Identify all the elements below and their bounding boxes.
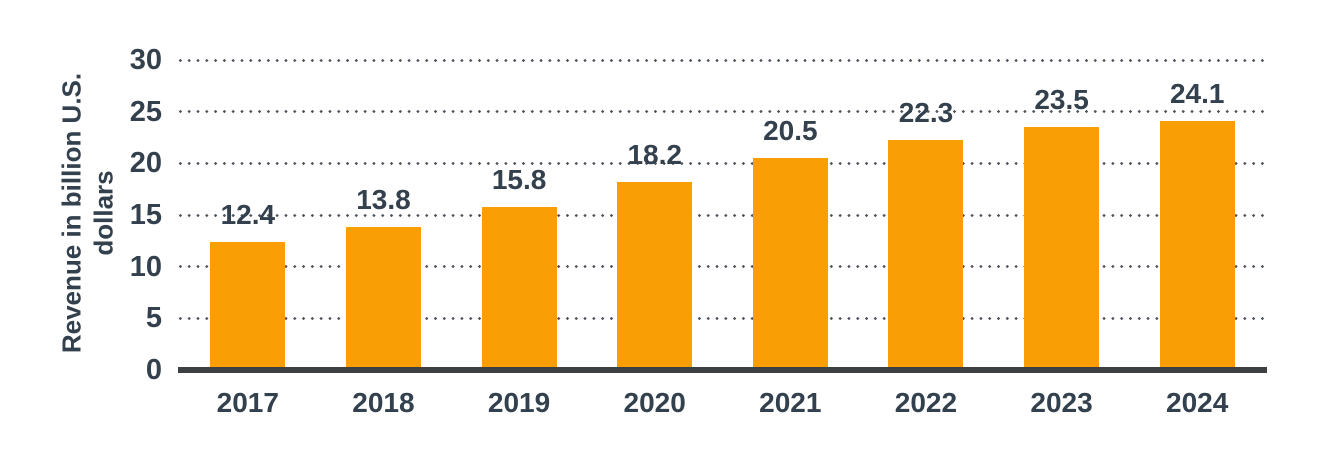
bar-2024 [1159,120,1235,370]
x-axis-label-2023: 2023 [1030,387,1093,418]
bar-value-label-2021: 20.5 [763,115,818,147]
bar-2020 [617,181,693,370]
gridline-15 [176,213,1265,217]
y-tick-label-5: 5 [145,302,162,335]
gridline-25 [176,110,1265,114]
bar-value-label-2020: 18.2 [627,138,682,170]
bar-value-label-2019: 15.8 [491,163,547,195]
x-axis-label-2020: 2020 [623,387,686,418]
x-axis-label-2022: 2022 [894,387,958,418]
bar-2022 [888,139,964,370]
y-tick-label-10: 10 [129,250,162,283]
bar-value-label-2023: 23.5 [1034,84,1089,116]
y-tick-label-15: 15 [129,199,162,231]
x-axis-label-2021: 2021 [759,387,822,418]
x-axis-label-2018: 2018 [352,387,415,418]
y-tick-label-30: 30 [129,44,162,76]
bar-value-label-2024: 24.1 [1169,77,1225,109]
gridline-20 [176,161,1265,165]
gridline-10 [176,265,1265,269]
y-tick-label-0: 0 [145,354,162,386]
y-tick-label-25: 25 [129,95,162,128]
bar-2017 [210,241,286,370]
bar-value-label-2017: 12.4 [220,198,276,230]
bar-2019 [481,206,557,370]
bar-2018 [345,227,421,370]
x-axis-label-2024: 2024 [1166,387,1229,418]
x-axis-line [178,367,1267,373]
gridline-5 [176,316,1265,320]
x-axis-label-2017: 2017 [216,387,279,418]
bar-value-label-2018: 13.8 [356,184,411,216]
gridline-30 [176,58,1265,62]
bar-2023 [1024,127,1100,370]
y-tick-label-20: 20 [129,147,162,180]
bar-value-label-2022: 22.3 [898,96,954,128]
bar-2021 [752,158,828,370]
x-axis-label-2019: 2019 [487,387,551,418]
